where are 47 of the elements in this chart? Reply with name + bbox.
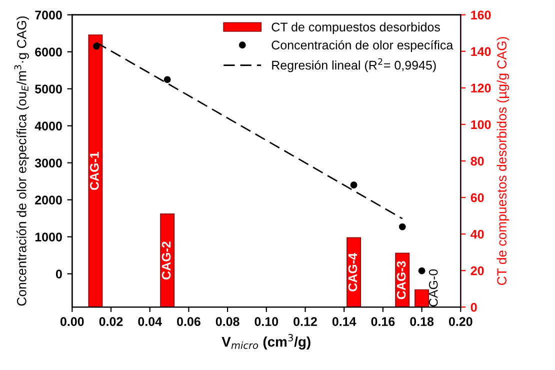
x-tick-label: 0.06: [177, 317, 200, 326]
y-tick-label: 2000: [35, 196, 62, 204]
y2-tick-label: 140: [471, 47, 491, 56]
x-tick-label: 0.20: [448, 317, 472, 326]
y-tick-label: 6000: [35, 48, 62, 56]
point: [398, 223, 406, 230]
data-label: CAG-2: [162, 242, 171, 280]
y2-tick-label: 120: [471, 84, 491, 93]
y-axis-title: Concentración de olor específica (ou$_{E}$/m$^{3}$·g CAG): [14, 16, 29, 306]
y2-tick-label: 40: [470, 230, 484, 239]
y2-axis-title: CT de compuestos desorbidos (µg/g CAG): [496, 37, 510, 285]
y-tick-label: 0: [56, 270, 62, 278]
x-tick-label: 0.12: [294, 317, 317, 326]
y2-tick-label: 60: [470, 193, 484, 202]
legend-label: CT de compuestos desorbidos: [272, 22, 440, 34]
data-label: CAG-0: [428, 269, 438, 306]
bar: [414, 289, 430, 308]
y-tick-label: 3000: [34, 158, 62, 168]
x-tick-label: 0.02: [99, 317, 123, 326]
data-label: CAG-1: [90, 152, 99, 190]
point: [418, 267, 426, 274]
y-tick-label: 7000: [35, 10, 62, 20]
x-tick-label: 0.08: [216, 317, 240, 326]
x-tick-label: 0.00: [60, 317, 84, 326]
x-tick-label: 0.18: [410, 317, 434, 326]
y-tick-label: 4000: [34, 122, 62, 130]
bar: [88, 34, 103, 308]
x-tick-label: 0.14: [332, 317, 356, 326]
legend-label: Regresión lineal (R$^{2}$= 0,9945): [272, 58, 436, 72]
data-label: CAG-3: [396, 261, 406, 300]
y2-tick-label: 160: [471, 10, 491, 20]
y-tick-label: 5000: [35, 84, 62, 94]
x-tick-label: 0.10: [254, 317, 278, 326]
y2-tick-label: 100: [471, 120, 491, 130]
y2-tick-label: 80: [470, 156, 484, 166]
point: [164, 76, 171, 84]
x-axis-title: V$_{micro}$ (cm$^{3}$/g): [222, 334, 310, 350]
data-label: CAG-4: [348, 253, 358, 292]
bar: [160, 214, 175, 308]
x-tick-label: 0.04: [138, 317, 162, 326]
point: [92, 42, 100, 50]
y-tick-label: 1000: [35, 232, 62, 242]
legend-label: Concentración de olor específica: [272, 40, 454, 52]
y2-tick-label: 0: [470, 302, 477, 312]
point: [350, 182, 358, 188]
y2-tick-label: 20: [470, 266, 484, 276]
x-tick-label: 0.16: [371, 317, 395, 326]
